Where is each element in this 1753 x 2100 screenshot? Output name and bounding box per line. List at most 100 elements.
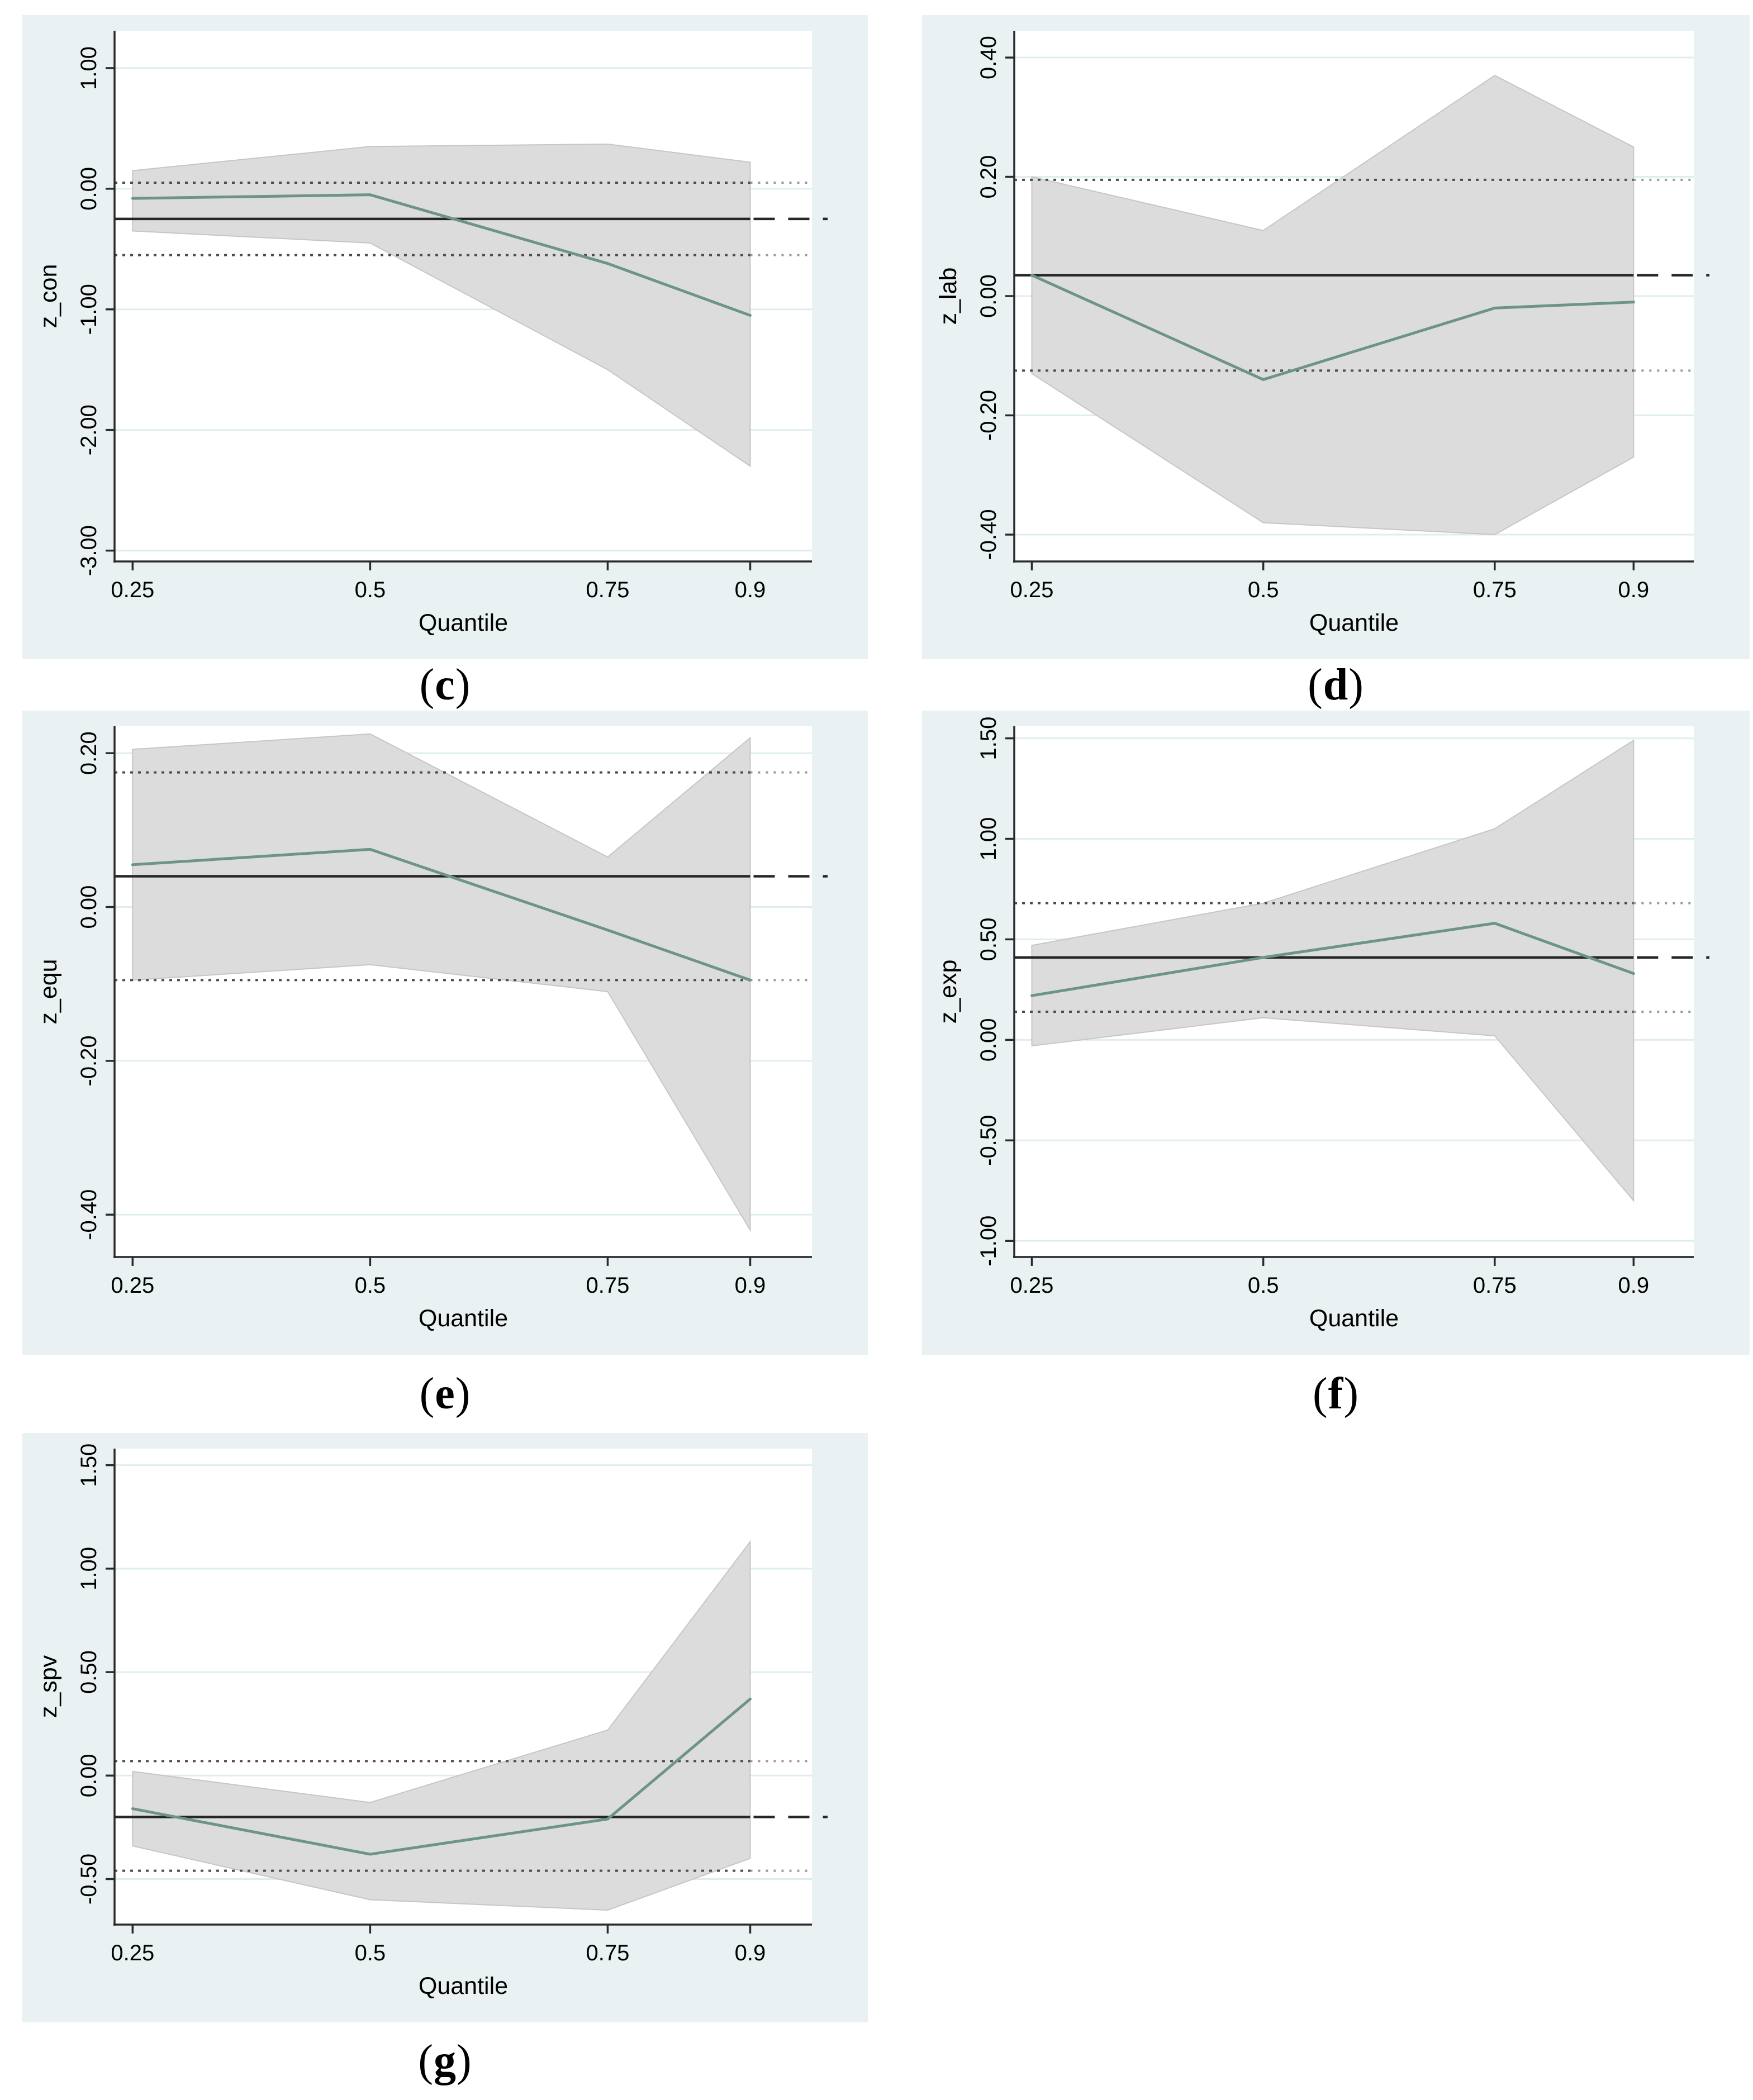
x-tick-label: 0.5 [355,578,386,602]
chart-svg-g: 1.50 1.00 0.50 0.00 -0.50 0.25 0.5 0.75 0.9 Quant… [35,1444,828,1999]
y-axis-ticks: 0.20 0.00 -0.20 -0.40 [77,731,115,1240]
x-axis-ticks: 0.25 0.5 0.75 0.9 [1010,1257,1650,1298]
y-tick-label: 0.00 [77,1754,101,1797]
x-axis-ticks: 0.25 0.5 0.75 0.9 [111,1925,766,1965]
ci-band [1031,74,1635,535]
y-axis-ticks: 0.40 0.20 0.00 -0.20 -0.40 [976,36,1014,560]
figure-cell-e: 0.20 0.00 -0.20 -0.40 0.25 0.5 0.75 0.9 Quantile… [22,711,868,1433]
figure-cell-f: 1.50 1.00 0.50 0.00 -0.50 -1.00 0.25 0.5 0.75 0.9… [922,711,1750,1433]
y-tick-label: 1.50 [976,717,1001,760]
x-tick-label: 0.75 [586,1941,630,1965]
chart-svg-e: 0.20 0.00 -0.20 -0.40 0.25 0.5 0.75 0.9 Quantile… [35,726,828,1332]
y-tick-label: -0.50 [976,1115,1001,1166]
x-axis-title: Quantile [419,1305,508,1332]
y-tick-label: 0.00 [77,167,101,211]
x-axis-title: Quantile [419,609,508,636]
x-axis-title: Quantile [1309,609,1399,636]
x-tick-label: 0.75 [1473,578,1517,602]
y-axis-ticks: 1.50 1.00 0.50 0.00 -0.50 -1.00 [976,717,1014,1266]
figure-cell-c: 1.00 0.00 -1.00 -2.00 -3.00 0.25 0.5 0.75 0.9 Qua… [22,15,868,711]
chart-panel-f: 1.50 1.00 0.50 0.00 -0.50 -1.00 0.25 0.5 0.75 0.9… [922,711,1750,1355]
x-tick-label: 0.5 [1248,578,1279,602]
chart-panel-d: 0.40 0.20 0.00 -0.20 -0.40 0.25 0.5 0.75 0.9 Quan… [922,15,1750,659]
x-tick-label: 0.75 [586,1273,630,1298]
x-tick-label: 0.9 [1618,578,1650,602]
y-axis-ticks: 1.50 1.00 0.50 0.00 -0.50 [77,1444,115,1904]
chart-panel-e: 0.20 0.00 -0.20 -0.40 0.25 0.5 0.75 0.9 Quantile… [22,711,868,1355]
y-tick-label: 0.40 [976,36,1001,79]
caption-paren-close: ) [1348,660,1364,709]
x-tick-label: 0.25 [1010,578,1054,602]
x-axis-title: Quantile [1309,1305,1399,1332]
y-axis-title: z_equ [35,959,62,1024]
caption-letter-f: f [1328,1369,1344,1418]
y-tick-label: 0.00 [976,1018,1001,1061]
y-tick-label: -0.40 [976,509,1001,560]
empty-cell [922,1433,1750,2100]
caption-paren-open: ( [419,1369,435,1418]
y-tick-label: -1.00 [77,284,101,335]
caption-paren-close: ) [455,660,471,709]
ci-band [1031,739,1635,1202]
y-tick-label: -0.20 [976,390,1001,441]
quantile-regression-line [131,193,752,317]
x-tick-label: 0.25 [111,578,154,602]
x-tick-label: 0.5 [1248,1273,1279,1298]
quantile-regression-line [1030,922,1635,997]
caption-paren-open: ( [1313,1369,1328,1418]
panel-caption-c: (c) [22,659,868,711]
y-tick-label: 0.20 [77,731,101,775]
y-tick-label: 0.00 [976,274,1001,318]
x-tick-label: 0.25 [1010,1273,1054,1298]
y-tick-label: 1.00 [976,817,1001,861]
figure-cell-g: 1.50 1.00 0.50 0.00 -0.50 0.25 0.5 0.75 0.9 Quant… [22,1433,868,2100]
quantile-regression-line [1030,274,1635,381]
chart-panel-g: 1.50 1.00 0.50 0.00 -0.50 0.25 0.5 0.75 0.9 Quant… [22,1433,868,2022]
x-axis-ticks: 0.25 0.5 0.75 0.9 [111,561,766,602]
x-tick-label: 0.9 [735,1941,766,1965]
panel-caption-e: (e) [22,1355,868,1433]
figure-cell-d: 0.40 0.20 0.00 -0.20 -0.40 0.25 0.5 0.75 0.9 Quan… [922,15,1750,711]
y-tick-label: -0.50 [77,1854,101,1904]
panel-caption-d: (d) [922,659,1750,711]
caption-paren-open: ( [1308,660,1323,709]
y-tick-label: -2.00 [77,404,101,455]
y-tick-label: 0.20 [976,155,1001,199]
y-tick-label: -1.00 [976,1216,1001,1266]
x-tick-label: 0.75 [1473,1273,1517,1298]
quantile-regression-line [131,847,752,982]
caption-letter-e: e [435,1369,455,1418]
chart-svg-d: 0.40 0.20 0.00 -0.20 -0.40 0.25 0.5 0.75 0.9 Quan… [935,31,1709,636]
caption-letter-c: c [435,660,455,709]
y-tick-label: 1.00 [77,46,101,90]
x-axis-ticks: 0.25 0.5 0.75 0.9 [111,1257,766,1298]
y-tick-label: -0.20 [77,1035,101,1086]
ci-band [132,733,751,1232]
caption-paren-close: ) [457,2036,472,2085]
y-tick-label: 1.00 [77,1547,101,1591]
caption-paren-close: ) [455,1369,471,1418]
caption-letter-g: g [434,2036,457,2085]
chart-svg-c: 1.00 0.00 -1.00 -2.00 -3.00 0.25 0.5 0.75 0.9 Qua… [35,31,828,636]
x-axis-title: Quantile [419,1973,508,1999]
chart-panel-c: 1.00 0.00 -1.00 -2.00 -3.00 0.25 0.5 0.75 0.9 Qua… [22,15,868,659]
x-tick-label: 0.9 [1618,1273,1650,1298]
panel-caption-f: (f) [922,1355,1750,1433]
caption-paren-open: ( [418,2036,434,2085]
y-tick-label: 1.50 [77,1444,101,1487]
caption-paren-open: ( [419,660,435,709]
x-tick-label: 0.9 [735,1273,766,1298]
x-tick-label: 0.75 [586,578,630,602]
caption-paren-close: ) [1343,1369,1359,1418]
y-tick-label: 0.00 [77,885,101,929]
y-tick-label: -0.40 [77,1189,101,1240]
caption-letter-d: d [1323,660,1349,709]
x-tick-label: 0.25 [111,1941,154,1965]
x-axis-ticks: 0.25 0.5 0.75 0.9 [1010,561,1650,602]
y-tick-label: -3.00 [77,525,101,576]
y-axis-title: z_lab [935,268,962,325]
panel-caption-g: (g) [22,2022,868,2100]
ci-band [132,143,751,468]
x-tick-label: 0.5 [355,1273,386,1298]
